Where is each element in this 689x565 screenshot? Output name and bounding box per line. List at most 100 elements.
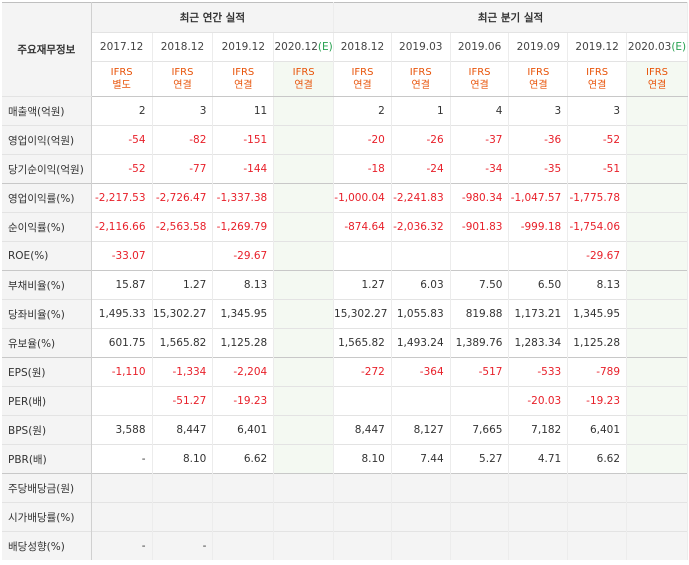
value-cell: 601.75: [91, 328, 153, 358]
table-row: EPS(원) -1,110 -1,334 -2,204 -272 -364 -517 -533…: [2, 357, 688, 387]
value-cell: 1,283.34: [508, 328, 569, 358]
value-cell: -26: [391, 125, 451, 155]
value-cell: [333, 502, 392, 532]
value-cell: -18: [333, 154, 392, 184]
value-cell: -33.07: [91, 241, 153, 271]
value-cell: -1,110: [91, 357, 153, 387]
table-row: 영업이익(억원) -54 -82 -151 -20 -26 -37 -36 -52: [2, 125, 688, 155]
value-cell: -52: [567, 125, 628, 155]
value-cell: [508, 531, 569, 560]
row-label: PER(배): [2, 386, 92, 416]
table-row: PER(배) -51.27 -19.23 -20.03 -19.23: [2, 386, 688, 416]
value-cell: 8,127: [391, 415, 451, 445]
period-label: 2020.12: [274, 41, 318, 53]
value-cell: 4.71: [508, 444, 569, 474]
period-header: 2018.12: [333, 32, 392, 62]
value-cell: -37: [450, 125, 510, 155]
value-cell: -: [152, 531, 214, 560]
value-cell: -2,036.32: [391, 212, 451, 242]
row-label: 부채비율(%): [2, 270, 92, 300]
basis-label: 연결: [294, 80, 313, 91]
period-header: 2019.09: [508, 32, 569, 62]
basis-label: 연결: [647, 80, 667, 91]
basis-label: 연결: [587, 80, 607, 91]
basis-label: 연결: [529, 80, 548, 91]
value-cell: 1,345.95: [212, 299, 275, 329]
value-cell: 1,345.95: [567, 299, 628, 329]
value-cell: [626, 270, 688, 300]
value-cell: [273, 241, 335, 271]
table-row: PBR(배) -8.10 6.62 8.10 7.44 5.27 4.71 6.62: [2, 444, 688, 474]
ifrs-basis: IFRS 연결: [626, 61, 688, 97]
value-cell: [626, 299, 688, 329]
ifrs-basis: IFRS 연결: [333, 61, 392, 97]
ifrs-label: IFRS: [527, 67, 550, 78]
table-row: 영업이익률(%) -2,217.53 -2,726.47 -1,337.38 -1,00…: [2, 183, 688, 213]
value-cell: [273, 502, 335, 532]
value-cell: 8.10: [152, 444, 214, 474]
value-cell: 8,447: [333, 415, 392, 445]
value-cell: [391, 386, 451, 416]
row-label: 당좌비율(%): [2, 299, 92, 329]
value-cell: [391, 531, 451, 560]
value-cell: -144: [212, 154, 275, 184]
value-cell: 8,447: [152, 415, 214, 445]
period-header: 2019.12: [212, 32, 275, 62]
table-row: 배당성향(%) - -: [2, 531, 688, 560]
value-cell: 3,588: [91, 415, 153, 445]
value-cell: 3: [567, 96, 628, 126]
ifrs-basis: IFRS 연결: [212, 61, 275, 97]
ifrs-basis: IFRS 연결: [152, 61, 214, 97]
period-label: 2020.03: [627, 41, 672, 53]
value-cell: [567, 473, 628, 503]
period-label: 2019.12: [221, 41, 265, 53]
value-cell: 6.50: [508, 270, 569, 300]
row-label-header: 주요재무정보: [2, 2, 92, 97]
basis-label: 연결: [353, 80, 372, 91]
row-label: 배당성향(%): [2, 531, 92, 560]
value-cell: [626, 473, 688, 503]
basis-label: 연결: [470, 80, 489, 91]
ifrs-label: IFRS: [646, 67, 669, 78]
value-cell: 1,055.83: [391, 299, 451, 329]
value-cell: -901.83: [450, 212, 510, 242]
value-cell: 3: [508, 96, 569, 126]
value-cell: 7.50: [450, 270, 510, 300]
value-cell: [212, 502, 275, 532]
ifrs-label: IFRS: [586, 67, 609, 78]
value-cell: 8.13: [212, 270, 275, 300]
value-cell: [152, 502, 214, 532]
row-label: 영업이익률(%): [2, 183, 92, 213]
period-header: 2020.03(E): [626, 32, 688, 62]
value-cell: [273, 154, 335, 184]
value-cell: -54: [91, 125, 153, 155]
value-cell: [508, 241, 569, 271]
ifrs-basis: IFRS 별도: [91, 61, 153, 97]
value-cell: [152, 241, 214, 271]
ifrs-label: IFRS: [232, 67, 255, 78]
period-label: 2018.12: [340, 41, 385, 53]
value-cell: -1,337.38: [212, 183, 275, 213]
value-cell: [391, 241, 451, 271]
value-cell: 1,495.33: [91, 299, 153, 329]
row-label: 유보율(%): [2, 328, 92, 358]
value-cell: [273, 212, 335, 242]
value-cell: 7.44: [391, 444, 451, 474]
value-cell: [508, 473, 569, 503]
value-cell: [91, 386, 153, 416]
table-row: 매출액(억원) 2 3 11 2 1 4 3 3: [2, 96, 688, 126]
value-cell: [450, 531, 510, 560]
value-cell: [273, 473, 335, 503]
value-cell: [450, 473, 510, 503]
ifrs-basis: IFRS 연결: [273, 61, 335, 97]
value-cell: -34: [450, 154, 510, 184]
value-cell: 1,125.28: [567, 328, 628, 358]
value-cell: [333, 386, 392, 416]
value-cell: 1.27: [152, 270, 214, 300]
table-row: 부채비율(%) 15.87 1.27 8.13 1.27 6.03 7.50 6.50 8.13: [2, 270, 688, 300]
value-cell: 819.88: [450, 299, 510, 329]
row-label: ROE(%): [2, 241, 92, 271]
value-cell: -1,334: [152, 357, 214, 387]
value-cell: 5.27: [450, 444, 510, 474]
